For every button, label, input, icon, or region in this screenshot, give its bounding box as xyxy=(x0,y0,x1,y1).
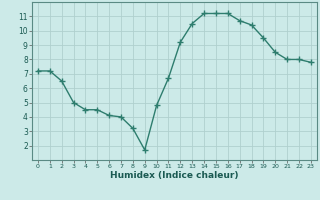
X-axis label: Humidex (Indice chaleur): Humidex (Indice chaleur) xyxy=(110,171,239,180)
